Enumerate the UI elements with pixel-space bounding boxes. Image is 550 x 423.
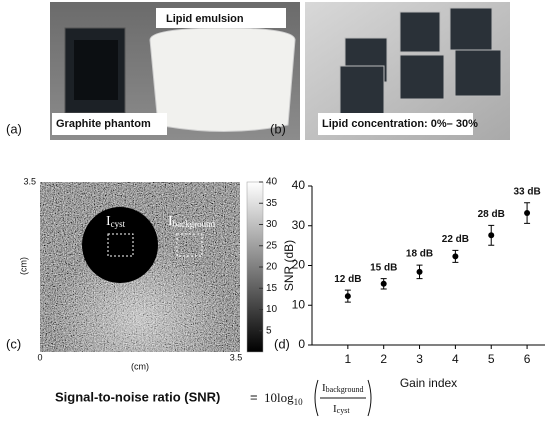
x-tick-label: 4 [452,352,459,366]
formula-coef: 10log10 [264,390,303,407]
point [524,210,531,217]
value-label: 28 dB [478,209,505,220]
x-tick-label: 1 [345,352,352,366]
cyst-label: Icyst [106,214,126,229]
point [380,280,387,287]
x-tick-label: 2 [380,352,387,366]
value-label: 12 dB [334,274,361,285]
colorbar-label: 40 [266,177,278,188]
roi-cyst [107,233,134,257]
formula-equals: = [250,389,258,404]
axis-label: 3.5 [230,352,243,362]
x-tick-label: 3 [416,352,423,366]
x-tick-label: 5 [488,352,495,366]
x-axis-title: Gain index [400,376,457,390]
panel-label: (b) [270,121,286,136]
background-label: Ibackground [168,214,216,229]
colorbar-label: 5 [266,325,272,336]
y-tick-label: 0 [298,337,305,351]
roi-background [176,233,203,257]
axis-unit: (cm) [131,361,149,371]
panel-label: (d) [274,336,290,351]
colorbar-label: 30 [266,219,278,230]
point [416,268,423,275]
photo-label: Graphite phantom [56,118,151,130]
cubes [339,7,502,115]
denominator: Icyst [333,403,350,415]
y-axis-title: SNR (dB) [282,240,296,291]
colorbar-label: 20 [266,262,278,273]
axis-label: 3.5 [23,176,36,186]
point [452,253,459,260]
colorbar-label: 35 [266,198,278,209]
label-box [156,8,286,28]
value-label: 33 dB [513,186,540,197]
cyst [82,207,158,283]
value-label: 22 dB [442,234,469,245]
y-tick-label: 40 [292,178,306,192]
y-tick-label: 10 [292,297,306,311]
axis-label: 0 [37,352,42,362]
label-box [318,113,473,135]
y-tick-label: 20 [292,258,306,272]
axis-unit: (cm) [18,257,28,275]
label-box [52,113,167,135]
colorbar-label: 25 [266,240,278,251]
formula-name: Signal-to-noise ratio (SNR) [55,389,220,404]
point [488,232,495,239]
y-tick-label: 30 [292,218,306,232]
photo-label: Lipid concentration: 0%– 30% [322,118,478,130]
value-label: 15 dB [370,262,397,273]
numerator: Ibackground [322,382,363,394]
photo-label: Lipid emulsion [166,13,244,25]
x-tick-label: 6 [524,352,531,366]
parentheses [314,379,372,417]
colorbar-label: 10 [266,304,278,315]
value-label: 18 dB [406,249,433,260]
panel-label: (c) [6,336,21,351]
colorbar-label: 15 [266,283,278,294]
graphite-core [74,40,118,100]
panel-label: (a) [6,121,22,136]
point [344,293,351,300]
emulsion-jar [149,27,296,132]
